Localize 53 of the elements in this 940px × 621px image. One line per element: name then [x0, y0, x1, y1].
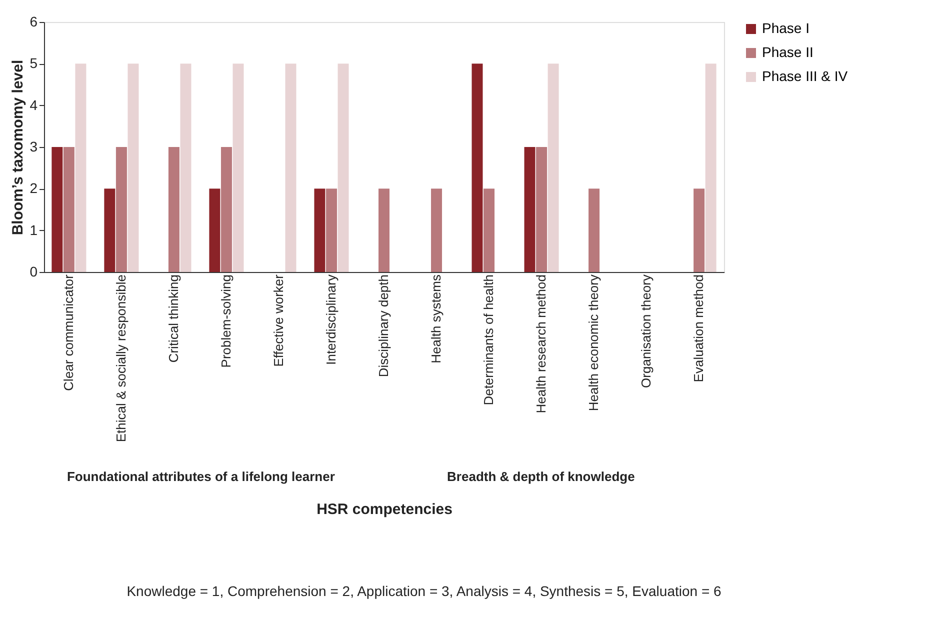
bar — [536, 147, 548, 272]
legend-label: Phase I — [762, 20, 810, 36]
bar — [116, 147, 127, 272]
bar — [472, 64, 483, 272]
x-tick-label: Problem-solving — [218, 274, 234, 368]
bar — [314, 188, 326, 272]
bar — [128, 64, 139, 272]
text: Foundational attributes of a lifelong learner — [66, 469, 335, 484]
bar — [588, 188, 600, 272]
bar — [338, 64, 349, 272]
y-tick-label: 2 — [30, 180, 38, 196]
bar — [484, 188, 495, 272]
bar — [168, 147, 180, 272]
x-tick-label: Organisation theory — [638, 274, 654, 388]
y-tick-label: 5 — [30, 55, 38, 72]
x-tick-label: Health systems — [428, 274, 444, 364]
text: Knowledge = 1, Comprehension = 2, Application = 3, Analysis = 4, Synthesis = 5, Evaluation = 6 — [126, 583, 722, 599]
bar — [285, 64, 296, 272]
x-tick-label: Health research method — [534, 274, 549, 414]
bar — [209, 188, 220, 272]
text: Breadth & depth of knowledge — [447, 469, 635, 484]
bar — [63, 147, 74, 272]
x-tick-label: Evaluation method — [691, 274, 706, 382]
x-tick-label: Interdisciplinary — [323, 274, 338, 365]
y-tick-label: 4 — [30, 96, 38, 113]
x-axis-title: HSR competencies — [316, 501, 452, 518]
y-tick-label: 3 — [30, 138, 38, 154]
bar — [220, 147, 232, 272]
bar — [705, 64, 716, 272]
x-tick-label: Critical thinking — [166, 274, 181, 363]
bar — [180, 64, 192, 272]
x-tick-label: Health economic theory — [586, 274, 602, 412]
y-tick-label: 6 — [30, 14, 38, 30]
x-tick-label: Ethical & socially responsible — [113, 274, 128, 442]
bar — [232, 64, 244, 272]
bar — [326, 188, 337, 272]
x-tick-label: Clear communicator — [60, 274, 76, 391]
x-tick-label: Determinants of health — [481, 274, 496, 406]
bar — [52, 147, 63, 272]
y-tick-label: 1 — [30, 222, 38, 238]
x-tick-label: Disciplinary depth — [376, 274, 391, 378]
bar — [104, 188, 116, 272]
bar — [524, 147, 536, 272]
bar — [75, 64, 86, 272]
x-tick-label: Effective worker — [270, 274, 286, 367]
y-axis-title: Bloom’s taxomomy level — [10, 60, 27, 236]
bar — [548, 64, 559, 272]
bar — [378, 188, 390, 272]
legend-label: Phase II — [762, 44, 814, 60]
y-tick-label: 0 — [30, 264, 38, 280]
bar — [431, 188, 442, 272]
bar — [694, 188, 705, 272]
legend-label: Phase III & IV — [762, 68, 848, 84]
